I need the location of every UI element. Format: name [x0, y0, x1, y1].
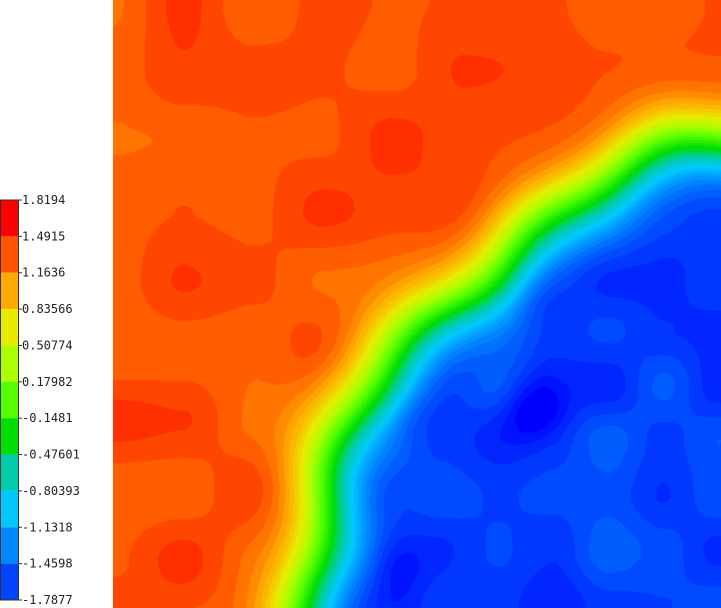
colorbar-tick-label: 0.83566: [22, 302, 73, 316]
colorbar-tick-label: 1.8194: [22, 193, 65, 207]
colorbar-tick-label: 1.4915: [22, 229, 65, 243]
colorbar-swatch: [0, 490, 18, 528]
colorbar-tick-labels: 1.8194 1.4915 1.1636 0.83566 0.50774 0.17982 -…: [18, 193, 80, 607]
colorbar-swatch: [0, 309, 18, 346]
colorbar-tick-label: 1.1636: [22, 266, 65, 280]
colorbar-tick-label: -0.47601: [22, 448, 80, 462]
colorbar-swatch: [0, 236, 18, 273]
colorbar-swatch: [0, 345, 18, 382]
colorbar-tick-label: -0.1481: [22, 411, 73, 425]
colorbar-tick-label: -1.7877: [22, 593, 73, 607]
colorbar-tick-label: -1.1318: [22, 520, 73, 534]
colorbar: 1.8194 1.4915 1.1636 0.83566 0.50774 0.17982 -…: [0, 193, 80, 607]
colorbar-swatches: [0, 199, 19, 601]
heatmap-plot: [113, 0, 721, 608]
colorbar-swatch: [0, 527, 18, 564]
colorbar-swatch: [0, 381, 18, 419]
colorbar-tick-label: -0.80393: [22, 484, 80, 498]
colorbar-tick-label: -1.4598: [22, 557, 73, 571]
colorbar-swatch: [0, 454, 18, 491]
colorbar-swatch: [0, 418, 18, 455]
colorbar-swatch: [0, 200, 18, 237]
colorbar-swatch: [0, 272, 18, 310]
colorbar-tick-label: 0.17982: [22, 375, 73, 389]
colorbar-swatch: [0, 563, 18, 600]
colorbar-tick-label: 0.50774: [22, 338, 73, 352]
colorbar-border: [0, 199, 19, 601]
